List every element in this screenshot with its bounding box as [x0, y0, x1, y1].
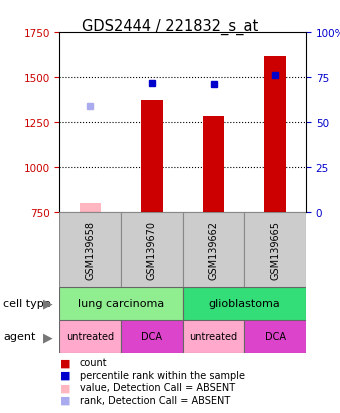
- Text: GDS2444 / 221832_s_at: GDS2444 / 221832_s_at: [82, 19, 258, 35]
- Text: rank, Detection Call = ABSENT: rank, Detection Call = ABSENT: [80, 395, 230, 405]
- Bar: [244, 213, 306, 287]
- Text: GSM139658: GSM139658: [85, 221, 95, 279]
- Text: DCA: DCA: [265, 332, 286, 342]
- Bar: [59, 287, 183, 320]
- Bar: [183, 213, 244, 287]
- Text: untreated: untreated: [66, 332, 114, 342]
- Text: DCA: DCA: [141, 332, 163, 342]
- Text: GSM139662: GSM139662: [208, 221, 219, 279]
- Text: agent: agent: [3, 332, 36, 342]
- Text: GSM139670: GSM139670: [147, 221, 157, 279]
- Text: untreated: untreated: [189, 332, 238, 342]
- Text: ▶: ▶: [43, 297, 53, 310]
- Bar: [265, 57, 286, 213]
- Bar: [141, 100, 163, 213]
- Text: GSM139665: GSM139665: [270, 221, 280, 279]
- Text: ■: ■: [59, 382, 70, 392]
- Bar: [244, 320, 306, 353]
- Text: percentile rank within the sample: percentile rank within the sample: [80, 370, 245, 380]
- Bar: [121, 320, 183, 353]
- Bar: [121, 213, 183, 287]
- Bar: [203, 116, 224, 213]
- Bar: [59, 320, 121, 353]
- Text: ■: ■: [59, 370, 70, 380]
- Text: lung carcinoma: lung carcinoma: [78, 299, 164, 309]
- Text: cell type: cell type: [3, 299, 51, 309]
- Bar: [80, 204, 101, 213]
- Text: ▶: ▶: [43, 330, 53, 343]
- Bar: [183, 320, 244, 353]
- Bar: [183, 287, 306, 320]
- Bar: [59, 213, 121, 287]
- Text: glioblastoma: glioblastoma: [208, 299, 280, 309]
- Text: value, Detection Call = ABSENT: value, Detection Call = ABSENT: [80, 382, 235, 392]
- Text: count: count: [80, 358, 107, 368]
- Text: ■: ■: [59, 395, 70, 405]
- Text: ■: ■: [59, 358, 70, 368]
